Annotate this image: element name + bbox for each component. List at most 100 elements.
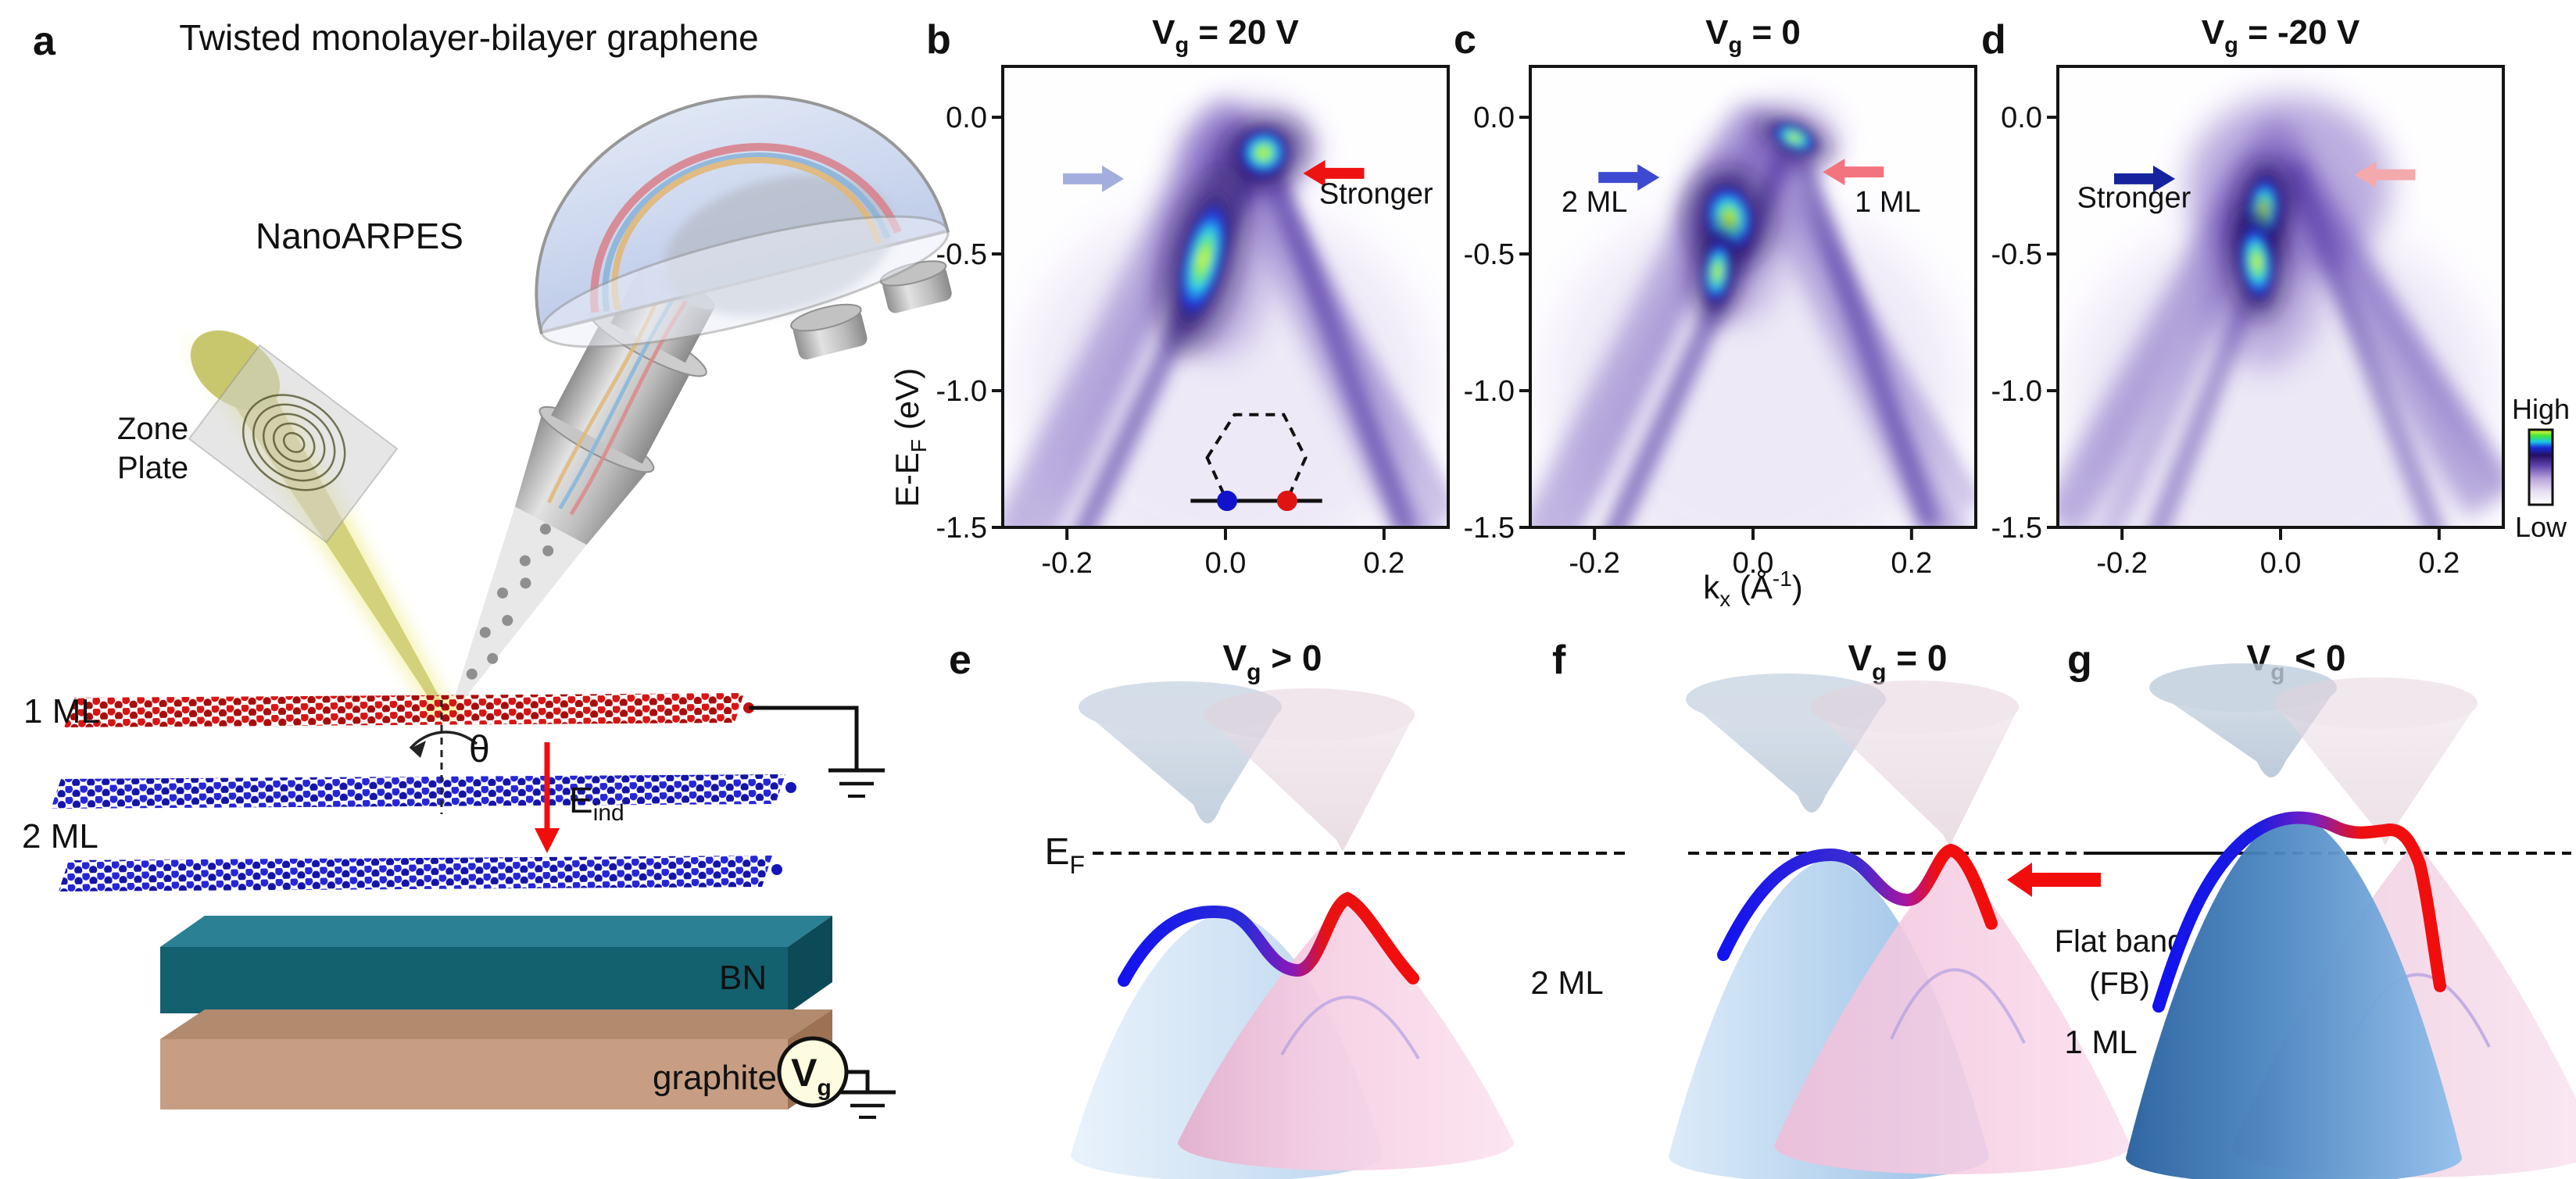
panel-e-cones: EF [1044,681,1630,1179]
x-tick-label: -0.2 [1041,547,1092,580]
dirac-band [2058,120,2503,527]
left-arrow-icon [1823,159,1884,186]
y-tick-label: 0.0 [946,102,987,134]
analyzer-dome-icon [535,95,952,360]
y-tick-label: 0.0 [2001,102,2042,134]
x-tick-label: 0.0 [1205,547,1247,580]
monolayer-label: 1 ML [23,692,100,731]
valence-cone-1ml-icon [1178,899,1514,1170]
y-tick-label: -1.5 [936,512,987,545]
x-tick-label: 0.2 [1891,547,1932,580]
inner-band-curve-icon [1890,968,2026,1044]
panel-a-letter: a [33,19,56,64]
panel-g-letter: g [2067,638,2092,683]
panel-title: Vg = 20 V [1152,13,1299,58]
bilayer-label: 2 ML [22,817,98,856]
y-tick-label: -0.5 [1991,238,2042,271]
panel-f-title: Vg = 0 [1848,638,1947,685]
bilayer-label: 2 ML [1530,964,1603,1001]
bn-slab [160,916,832,1013]
panel-a-title: Twisted monolayer-bilayer graphene [179,17,759,58]
y-tick-label: -1.0 [1464,375,1515,408]
panel-e-letter: e [949,638,971,683]
panel-letter: d [1981,17,2006,63]
left-arrow-icon [1303,159,1365,187]
heatmap-area [1530,103,1976,527]
valence-cone-1ml-icon [1774,850,2131,1174]
x-tick-label: 0.2 [2418,547,2460,580]
y-axis-label: E-EF (eV) [889,368,931,507]
dirac-band [2148,162,2445,527]
x-tick-label: 0.0 [2260,547,2302,580]
panel-letter: b [926,17,951,63]
hotspot [1768,119,1821,156]
cone-schematics: e f g Vg > 0 Vg = 0 Vg < 0 EF [949,638,2576,1179]
y-tick-label: -1.0 [1991,375,2042,408]
y-tick-label: -1.5 [1991,512,2042,545]
y-tick-label: -1.5 [1464,512,1515,545]
colorbar-gradient [2528,428,2554,506]
colorbar: High Low [2512,393,2570,543]
panel-title: Vg = -20 V [2202,13,2360,58]
gate-voltage-label: Vg [791,1051,832,1101]
panel-a-schematic: a Twisted monolayer-bilayer graphene Nan… [22,17,952,1119]
inner-band-curve-icon [1280,995,1420,1060]
upper-cone-1ml-icon [2274,677,2478,845]
arpes-panel-d: Stronger 0.0 -0.5 -1.0 -1.5 -0.2 0.0 0.2 d Vg = -… [1981,13,2505,580]
y-tick-label: 0.0 [1473,102,1515,134]
annotation-label: Stronger [1319,177,1433,210]
panel-f-letter: f [1552,638,1566,683]
flat-band-arrow-icon [2007,863,2101,897]
brillouin-zone-inset [1190,413,1322,512]
annotation-label: 1 ML [1855,186,1920,219]
panel-letter: c [1454,17,1476,63]
arpes-panel-c: 2 ML 1 ML 0.0 -0.5 -1.0 -1.5 -0.2 0.0 0.2 c Vg = 0… [1454,13,1977,609]
right-arrow-icon [1598,164,1660,191]
x-tick-label: 0.0 [1733,547,1774,580]
graphene-monolayer [64,693,744,727]
colorbar-low-label: Low [2515,511,2567,543]
right-arrow-icon [2114,165,2176,192]
x-tick-label: -0.2 [1569,547,1619,580]
left-arrow-icon [2354,161,2416,188]
induced-field-label: Eind [569,780,624,826]
dome-trajectory-arcs-icon [590,143,902,313]
annotation-label: 2 ML [1562,186,1627,219]
dirac-band [2098,148,2503,527]
flat-band-curve [2152,811,2446,1013]
panel-e-title: Vg > 0 [1222,638,1322,685]
fermi-level-label: EF [1044,831,1085,879]
graphene-bilayer-top [51,774,785,809]
photoelectron-dots-icon [466,523,554,680]
zone-plate-icon [188,344,399,544]
annotation-label: Stronger [2077,182,2191,215]
bn-label: BN [719,959,767,997]
graphene-bilayer-bottom [59,856,772,891]
x-tick-label: 0.2 [1363,547,1404,580]
twist-angle-icon [409,700,478,814]
hotspot [1171,183,1236,336]
induced-field-arrow-icon [535,742,560,853]
y-tick-label: -0.5 [1464,238,1515,271]
ground-symbol-top-icon [749,706,885,798]
zone-plate-label-line1: Zone [117,412,188,446]
panel-f-cones: 2 ML Flat band (FB) 1 ML [1530,673,2263,1179]
hotspot [1699,231,1735,313]
upper-cone-1ml-icon [1204,688,1415,852]
hotspot [1232,123,1295,183]
ground-symbol-bottom-icon [839,1070,896,1119]
arpes-panel-b: Stronger 0.0 -0.5 -1.0 -1.5 -0.2 0.0 0.2 b Vg = 2… [889,13,1450,580]
y-tick-label: -0.5 [936,238,987,271]
nanoarpes-label: NanoARPES [256,216,463,256]
heatmap-area [1003,100,1448,527]
bilayer-edge-dot2 [771,864,782,875]
k-point-dot [1276,491,1297,512]
heatmap-area [2058,95,2503,527]
monolayer-label: 1 ML [2064,1024,2137,1060]
zone-plate-label-line2: Plate [117,451,188,485]
graphite-label: graphite [653,1059,777,1097]
twist-angle-label: θ [469,729,490,770]
flat-band-curve [1717,843,1998,961]
x-tick-label: -0.2 [2096,547,2147,580]
